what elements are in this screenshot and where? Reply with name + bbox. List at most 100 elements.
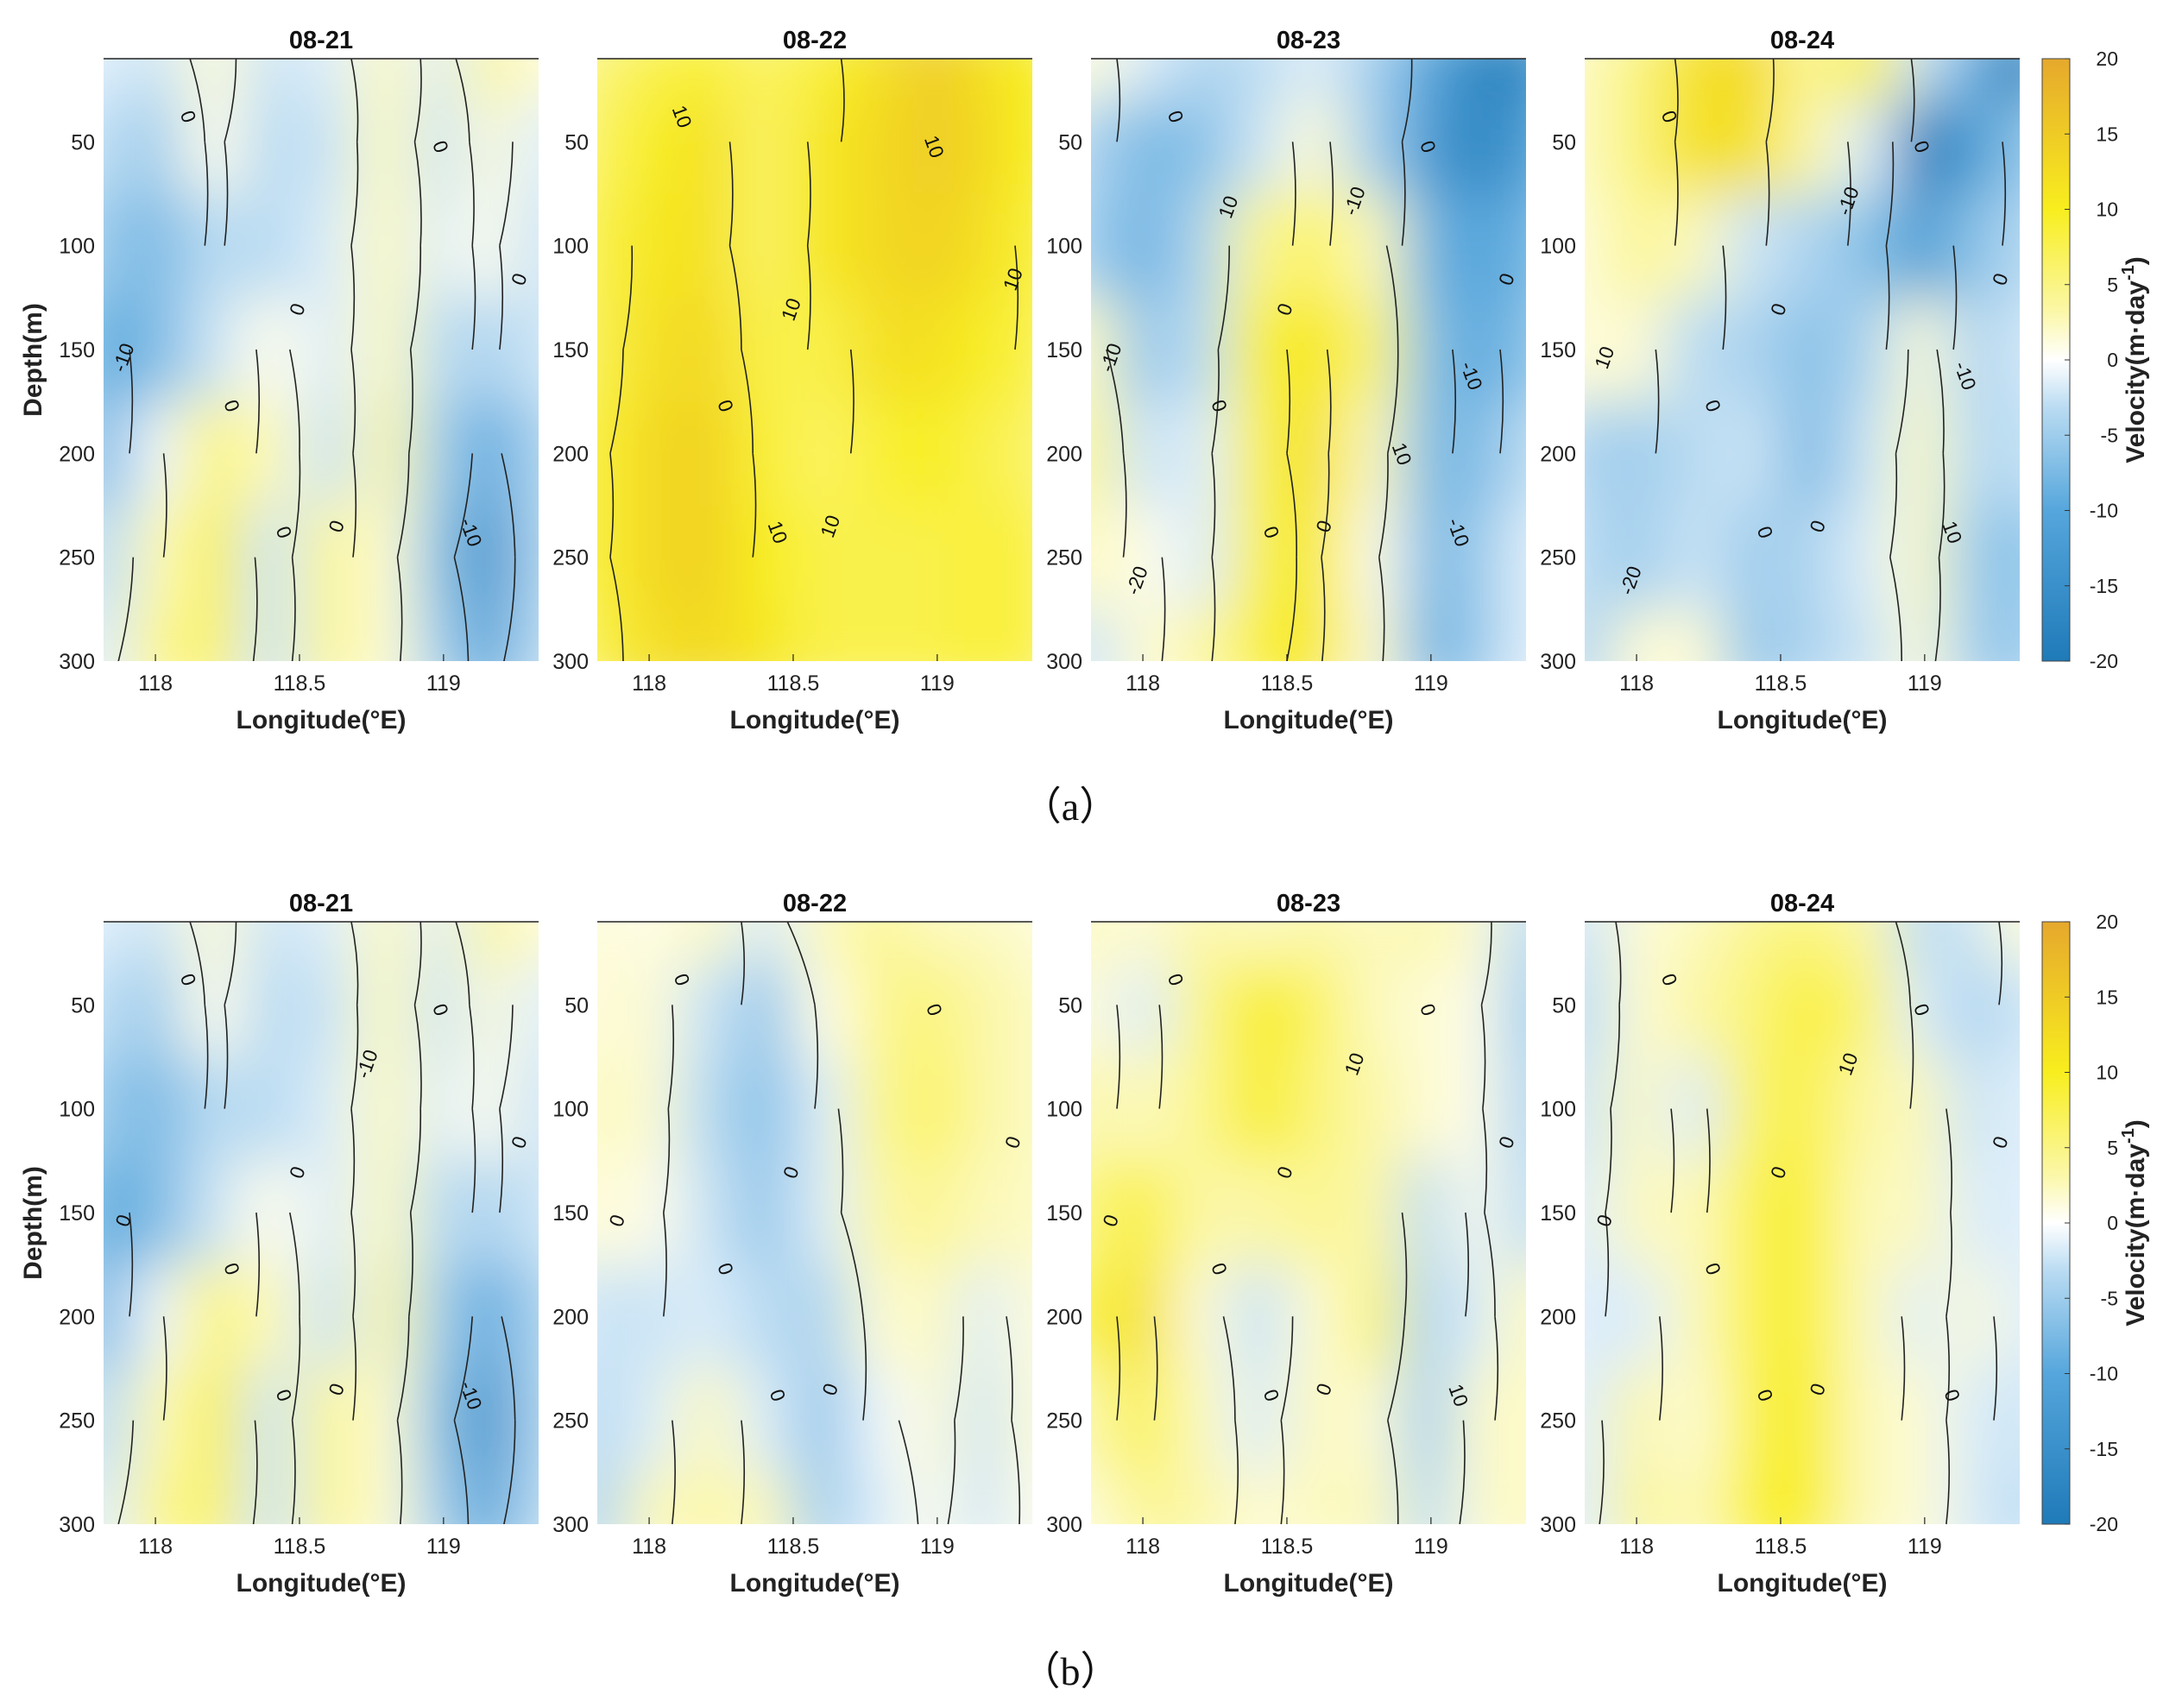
- heatmap-cell: [1585, 100, 1612, 195]
- heatmap-cell: [414, 100, 466, 195]
- y-tick-label: 150: [1046, 338, 1082, 362]
- heatmap-cell: [1402, 505, 1454, 610]
- heatmap-cell: [299, 505, 358, 610]
- heatmap-cell: [1585, 1160, 1612, 1266]
- y-tick-label: 50: [71, 993, 95, 1018]
- contour-line: [741, 922, 746, 1005]
- heatmap-cell: [129, 401, 186, 507]
- contour-line: [786, 922, 816, 1005]
- heatmap-cell: [356, 505, 416, 610]
- heatmap-cell: [414, 963, 466, 1058]
- heatmap-cell: [1993, 297, 2020, 403]
- contour-line: [1659, 1316, 1663, 1421]
- heatmap-cell: [1091, 59, 1119, 102]
- contour-line: [204, 142, 209, 246]
- heatmap-cell: [735, 608, 794, 661]
- heatmap-cell: [958, 505, 1007, 610]
- heatmap-cell: [1006, 59, 1032, 102]
- contour-line: [1153, 1316, 1158, 1421]
- heatmap-cell: [1286, 1368, 1346, 1473]
- y-tick-label: 150: [1046, 1201, 1082, 1226]
- contour-line: [741, 349, 754, 454]
- heatmap-cell: [1402, 193, 1454, 299]
- x-axis-label: Longitude(°E): [1718, 706, 1888, 734]
- heatmap-cell: [1171, 1368, 1231, 1473]
- heatmap-cell: [184, 1264, 243, 1370]
- heatmap-cell: [1402, 297, 1454, 403]
- heatmap-cell: [104, 59, 131, 102]
- colorbar-label-main: Velocity(m·day: [2122, 1144, 2150, 1327]
- heatmap-cell: [356, 1368, 416, 1473]
- contour-line: [413, 922, 422, 1005]
- y-tick-label: 100: [59, 235, 95, 259]
- heatmap-cell: [1117, 193, 1173, 299]
- heatmap-cell: [958, 59, 1007, 102]
- heatmap-cell: [1838, 608, 1897, 661]
- panel-title: 08-23: [1277, 27, 1340, 54]
- heatmap-cell: [1286, 1472, 1346, 1524]
- heatmap-cell: [735, 1264, 794, 1370]
- heatmap-cell: [1117, 100, 1173, 195]
- heatmap-cell: [1344, 505, 1403, 610]
- heatmap-cell: [414, 1472, 466, 1524]
- x-tick-label: 119: [1908, 1535, 1942, 1559]
- heatmap-cell: [1611, 401, 1667, 507]
- contour-line: [1286, 453, 1297, 558]
- heatmap-cell: [1895, 963, 1947, 1058]
- contour-line: [1280, 1316, 1294, 1421]
- contour-line: [667, 1005, 675, 1109]
- colorbar-tick-label: 10: [2096, 199, 2118, 221]
- contour-line: [609, 453, 615, 558]
- heatmap-cell: [104, 922, 131, 965]
- contour-line: [1291, 142, 1296, 246]
- heatmap-cell: [1006, 193, 1032, 299]
- heatmap-cell: [356, 1264, 416, 1370]
- contour-line: [1116, 59, 1121, 142]
- heatmap-cell: [597, 922, 625, 965]
- heatmap-cell: [464, 297, 514, 403]
- y-tick-label: 300: [59, 650, 95, 674]
- contour-line: [1158, 1005, 1164, 1109]
- y-tick-label: 300: [1046, 650, 1082, 674]
- heatmap-cell: [299, 1472, 358, 1524]
- heatmap-cell: [908, 608, 960, 661]
- contour-line: [1895, 922, 1911, 1005]
- heatmap-cell: [299, 297, 358, 403]
- contour-line: [1484, 1212, 1496, 1317]
- contour-line: [350, 922, 359, 1005]
- heatmap-cell: [129, 1160, 186, 1266]
- heatmap-cell: [1499, 1472, 1526, 1524]
- y-tick-label: 200: [552, 442, 589, 466]
- heatmap-cell: [623, 401, 679, 507]
- colorbar-tick-label: 20: [2096, 911, 2118, 933]
- heatmap-cell: [623, 608, 679, 661]
- heatmap-cell: [735, 505, 794, 610]
- heatmap-cell: [356, 193, 416, 299]
- contour-line: [1401, 59, 1413, 142]
- heatmap-cell: [1171, 1056, 1231, 1162]
- heatmap-cell: [1585, 401, 1612, 507]
- heatmap-cell: [678, 401, 737, 507]
- heatmap-cell: [1171, 59, 1231, 102]
- contour-line: [396, 1316, 410, 1421]
- colorbar-label-close: ): [2122, 1119, 2150, 1128]
- contour-line: [408, 1212, 413, 1317]
- x-axis-label: Longitude(°E): [1224, 706, 1394, 734]
- heatmap-cell: [1171, 1160, 1231, 1266]
- y-tick-label: 250: [1540, 1409, 1576, 1434]
- heatmap-cell: [1229, 193, 1288, 299]
- heatmap-cell: [464, 963, 514, 1058]
- heatmap-cell: [792, 505, 852, 610]
- heatmap-cell: [1499, 59, 1526, 102]
- heatmap-cell: [299, 608, 358, 661]
- heatmap-cell: [1344, 1264, 1403, 1370]
- y-tick-label: 150: [552, 338, 589, 362]
- colorbar-tick-label: 20: [2096, 47, 2118, 70]
- contour-line: [672, 1420, 676, 1524]
- heatmap-cell: [104, 1264, 131, 1370]
- heatmap-cell: [1838, 505, 1897, 610]
- colorbar-tick-label: -5: [2101, 1287, 2118, 1309]
- heatmap-cell: [678, 59, 737, 102]
- heatmap-cell: [129, 1472, 186, 1524]
- heatmap-cell: [1946, 963, 1995, 1058]
